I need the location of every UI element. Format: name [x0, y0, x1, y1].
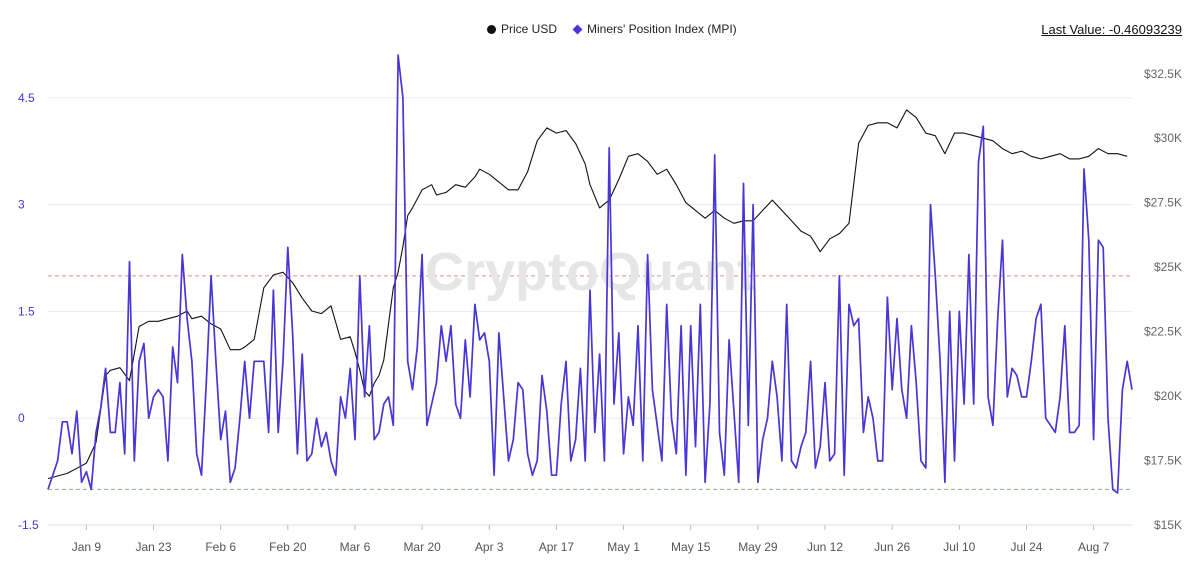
- legend-item-price[interactable]: Price USD: [487, 22, 557, 36]
- y-right-tick-label: $17.5K: [1144, 454, 1182, 468]
- x-tick-label: Mar 20: [403, 540, 441, 554]
- x-axis: Jan 9 Jan 23 Feb 6 Feb 20 Mar 6 Mar 20 Apr 3 Ap…: [72, 525, 1110, 554]
- price-series-dot-icon: [487, 24, 496, 34]
- legend-item-mpi[interactable]: Miners' Position Index (MPI): [572, 22, 737, 36]
- y-right-tick-label: $32.5K: [1144, 67, 1182, 81]
- y-right-tick-label: $25K: [1154, 260, 1182, 274]
- y-left-tick-label: 3: [18, 198, 25, 212]
- x-tick-label: Jan 9: [72, 540, 102, 554]
- x-tick-label: Feb 20: [269, 540, 307, 554]
- price-series: [47, 109, 1128, 480]
- x-tick-label: Apr 17: [539, 540, 575, 554]
- x-tick-label: Jul 24: [1010, 540, 1042, 554]
- x-tick-label: Jun 26: [874, 540, 910, 554]
- legend-label-price: Price USD: [501, 22, 558, 36]
- x-tick-label: Feb 6: [205, 540, 236, 554]
- x-tick-label: Jan 23: [136, 540, 172, 554]
- x-tick-label: Jul 10: [943, 540, 975, 554]
- chart-legend: Price USD Miners' Position Index (MPI): [0, 22, 1200, 42]
- y-left-tick-label: -1.5: [18, 518, 39, 532]
- x-tick-label: Mar 6: [340, 540, 371, 554]
- x-tick-label: May 29: [738, 540, 778, 554]
- y-right-tick-label: $22.5K: [1144, 325, 1182, 339]
- y-axis-left: -1.5 0 1.5 3 4.5: [18, 91, 39, 532]
- y-left-tick-label: 1.5: [18, 304, 35, 318]
- mpi-series: [47, 54, 1133, 494]
- y-left-tick-label: 0: [18, 411, 25, 425]
- mpi-line: [47, 54, 1133, 494]
- x-tick-label: May 1: [607, 540, 640, 554]
- y-right-tick-label: $30K: [1154, 131, 1182, 145]
- y-axis-right: $15K $17.5K $20K $22.5K $25K $27.5K $30K $32.5K: [1144, 67, 1182, 532]
- y-right-tick-label: $27.5K: [1144, 196, 1182, 210]
- x-tick-label: Jun 12: [807, 540, 843, 554]
- y-right-tick-label: $20K: [1154, 389, 1182, 403]
- x-tick-label: May 15: [671, 540, 711, 554]
- x-tick-label: Apr 3: [475, 540, 504, 554]
- reference-lines: [48, 275, 1132, 490]
- y-left-tick-label: 4.5: [18, 91, 35, 105]
- price-line: [47, 109, 1128, 480]
- y-right-tick-label: $15K: [1154, 518, 1182, 532]
- grid-lines: [48, 97, 1132, 526]
- x-tick-label: Aug 7: [1078, 540, 1110, 554]
- last-value-readout: Last Value: -0.46093239: [1041, 22, 1182, 37]
- legend-label-mpi: Miners' Position Index (MPI): [587, 22, 737, 36]
